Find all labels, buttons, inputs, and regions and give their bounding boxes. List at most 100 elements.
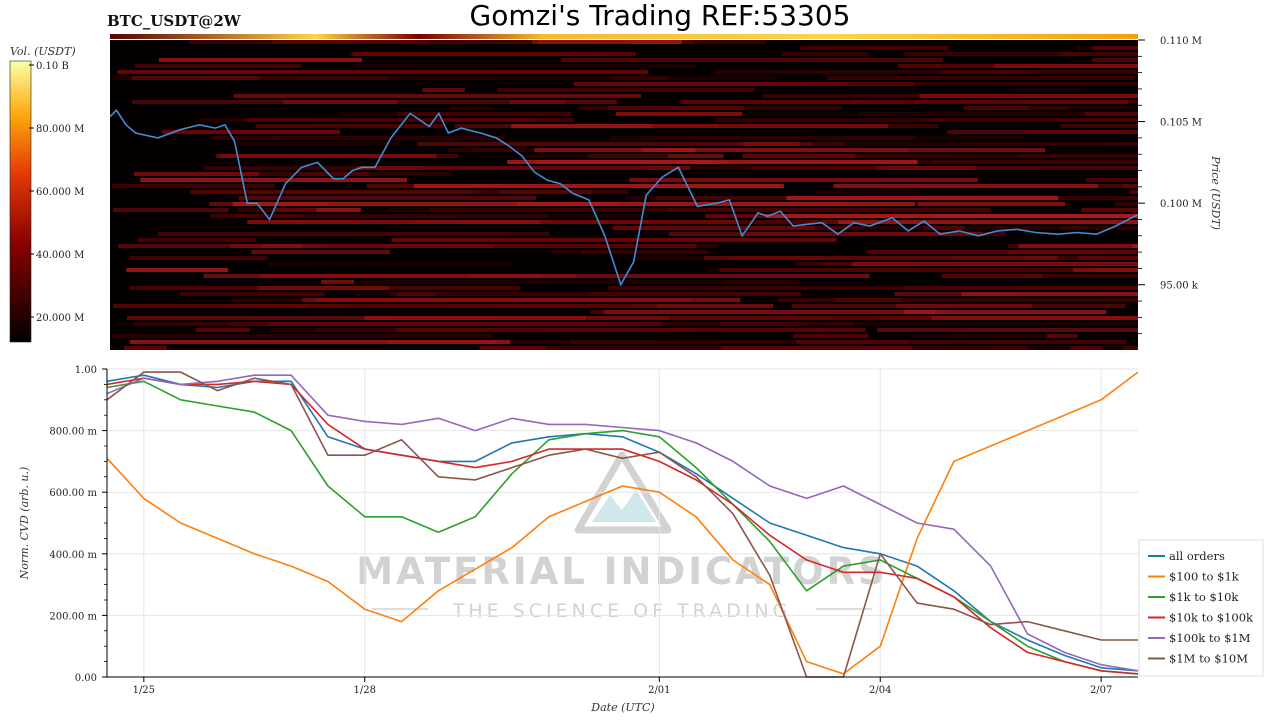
heatmap-band (233, 94, 642, 98)
heatmap-band (532, 40, 682, 44)
heatmap-band (594, 202, 850, 206)
heatmap-band (545, 346, 722, 350)
heatmap-band (132, 100, 566, 104)
heatmap-band (128, 256, 268, 260)
heatmap-band (1015, 88, 1081, 92)
heatmap-band (497, 88, 755, 92)
heatmap-band (974, 166, 1044, 170)
heatmap-band (923, 226, 965, 230)
heatmap-band (387, 316, 832, 320)
cvd-x-axis-label: Date (UTC) (590, 701, 654, 714)
heatmap-band (204, 166, 422, 170)
heatmap-band (352, 52, 636, 56)
heatmap-band (238, 196, 536, 200)
heatmap-band (157, 232, 510, 236)
heatmap-band (422, 88, 465, 92)
cvd-series-line (106, 371, 1139, 675)
heatmap-band (297, 172, 452, 176)
heatmap-band (137, 238, 257, 242)
heatmap-band (1006, 250, 1138, 254)
heatmap-band (1031, 70, 1138, 74)
heatmap-band (922, 118, 1138, 122)
heatmap-band (540, 274, 576, 278)
heatmap-band (1023, 130, 1138, 134)
heatmap-band (267, 322, 661, 326)
legend-label: $1k to $10k (1169, 590, 1239, 604)
heatmap-band (113, 208, 229, 212)
heatmap-band (961, 292, 1138, 296)
heatmap-band (111, 184, 275, 188)
heatmap-band (707, 268, 1095, 272)
heatmap-band (833, 184, 1099, 188)
heatmap-band (321, 280, 355, 284)
heatmap-band (360, 280, 786, 284)
heatmap-band (835, 298, 1138, 302)
heatmap-band (451, 244, 697, 248)
heatmap-band (903, 310, 1107, 314)
heatmap-band (781, 52, 869, 56)
colorbar-tick-label: 60.000 M (36, 187, 84, 198)
heatmap-band (316, 298, 741, 302)
cvd-x-axis: 1/25 1/28 2/01 2/04 2/07 (133, 677, 1112, 696)
heatmap-band (905, 286, 1138, 290)
heatmap-band (561, 58, 944, 62)
price-axis: 0.110 M 0.105 M 0.100 M 95.00 k (1138, 36, 1202, 335)
cvd-panel: 0.00 200.00 m 400.00 m 600.00 m 800.00 m 1.00… (18, 365, 1139, 714)
heatmap-band (231, 298, 342, 302)
cvd-y-tick-label: 600.00 m (49, 488, 97, 499)
heatmap-band (838, 220, 1138, 224)
heatmap-band (1023, 256, 1138, 260)
cvd-x-tick-label: 1/25 (133, 685, 155, 696)
heatmap-band (612, 226, 815, 230)
cvd-y-tick-label: 1.00 (75, 365, 97, 376)
legend-label: $100k to $1M (1169, 631, 1251, 645)
heatmap-band (796, 340, 1127, 344)
heatmap-band (140, 178, 407, 182)
heatmap-band (864, 226, 1138, 230)
heatmap-band (245, 118, 574, 122)
heatmap-band (911, 154, 1138, 158)
heatmap-band (397, 292, 436, 296)
heatmap-band (919, 94, 1138, 98)
watermark: MATERIAL INDICATORS THE SCIENCE OF TRADI… (356, 451, 885, 622)
heatmap-band (1105, 178, 1138, 182)
heatmap-band (237, 208, 317, 212)
heatmap-band (713, 70, 941, 74)
cvd-series (106, 371, 1139, 678)
legend-label: $10k to $100k (1169, 611, 1254, 625)
heatmap-band (762, 94, 1138, 98)
price-axis-label: Price (USDT) (1209, 155, 1222, 230)
heatmap-band (749, 226, 887, 230)
heatmap-band (941, 274, 1138, 278)
heatmap-band (272, 40, 538, 44)
heatmap-band (1070, 346, 1102, 350)
heatmap-band (719, 268, 1138, 272)
heatmap-band (302, 244, 603, 248)
heatmap-band (413, 184, 784, 188)
heatmap-band (306, 304, 635, 308)
colorbar-label: Vol. (USDT) (10, 45, 76, 58)
cvd-series-line (106, 380, 1139, 675)
heatmap-band (994, 64, 1138, 68)
heatmap-band (610, 136, 834, 140)
heatmap-band (1072, 268, 1138, 272)
heatmap-band (111, 334, 493, 338)
watermark-logo-fill-icon (592, 490, 656, 522)
heatmap-band (118, 244, 324, 248)
heatmap-band (355, 292, 588, 296)
heatmap-band (263, 244, 494, 248)
colorbar-tick-label: 0.10 B (36, 61, 69, 72)
heatmap-band (789, 136, 1026, 140)
heatmap-band (299, 214, 647, 218)
heatmap-band (1084, 112, 1138, 116)
cvd-x-tick-label: 2/04 (869, 685, 891, 696)
cvd-x-tick-label: 1/28 (354, 685, 376, 696)
heatmap-band (931, 160, 1138, 164)
heatmap-band (911, 334, 968, 338)
heatmap-band (608, 286, 1015, 290)
heatmap-band (129, 340, 511, 344)
heatmap-band (788, 328, 866, 332)
heatmap-band (419, 340, 655, 344)
heatmap-band (1114, 202, 1138, 206)
heatmap-band (750, 166, 885, 170)
